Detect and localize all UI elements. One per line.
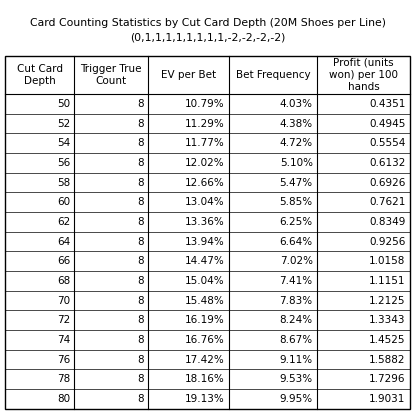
Text: 8: 8 (138, 276, 144, 286)
Text: 56: 56 (57, 158, 71, 168)
Text: 19.13%: 19.13% (185, 394, 225, 404)
Text: 9.11%: 9.11% (280, 354, 312, 365)
Text: 1.3343: 1.3343 (369, 315, 405, 325)
Text: 11.77%: 11.77% (185, 138, 225, 148)
Text: 8: 8 (138, 374, 144, 384)
Text: 52: 52 (57, 119, 71, 129)
Text: 8: 8 (138, 315, 144, 325)
Text: 4.72%: 4.72% (280, 138, 312, 148)
Text: Trigger True
Count: Trigger True Count (80, 64, 142, 86)
Text: 5.10%: 5.10% (280, 158, 312, 168)
Text: 15.04%: 15.04% (185, 276, 225, 286)
Text: 66: 66 (57, 256, 71, 266)
Text: 8: 8 (138, 119, 144, 129)
Text: 14.47%: 14.47% (185, 256, 225, 266)
Text: 0.8349: 0.8349 (369, 217, 405, 227)
Text: 1.5882: 1.5882 (369, 354, 405, 365)
Text: 17.42%: 17.42% (185, 354, 225, 365)
Text: 6.25%: 6.25% (280, 217, 312, 227)
Text: 0.6132: 0.6132 (369, 158, 405, 168)
Text: 4.38%: 4.38% (280, 119, 312, 129)
Text: 11.29%: 11.29% (185, 119, 225, 129)
Text: 8.67%: 8.67% (280, 335, 312, 345)
Text: 80: 80 (58, 394, 71, 404)
Text: 58: 58 (57, 178, 71, 188)
Text: 12.02%: 12.02% (185, 158, 225, 168)
Text: 0.6926: 0.6926 (369, 178, 405, 188)
Text: 68: 68 (57, 276, 71, 286)
Text: 72: 72 (57, 315, 71, 325)
Text: 0.4945: 0.4945 (369, 119, 405, 129)
Text: 8: 8 (138, 335, 144, 345)
Text: 1.0158: 1.0158 (369, 256, 405, 266)
Text: 8: 8 (138, 237, 144, 247)
Text: 8: 8 (138, 295, 144, 305)
Text: 8: 8 (138, 256, 144, 266)
Text: 16.76%: 16.76% (185, 335, 225, 345)
Text: 8.24%: 8.24% (280, 315, 312, 325)
Text: 60: 60 (58, 197, 71, 207)
Text: 8: 8 (138, 354, 144, 365)
Text: 12.66%: 12.66% (185, 178, 225, 188)
Text: 7.02%: 7.02% (280, 256, 312, 266)
Text: 13.36%: 13.36% (185, 217, 225, 227)
Text: Bet Frequency: Bet Frequency (236, 70, 310, 80)
Text: 0.5554: 0.5554 (369, 138, 405, 148)
Text: 5.85%: 5.85% (280, 197, 312, 207)
Text: 16.19%: 16.19% (185, 315, 225, 325)
Text: 13.94%: 13.94% (185, 237, 225, 247)
Text: EV per Bet: EV per Bet (161, 70, 216, 80)
Text: 15.48%: 15.48% (185, 295, 225, 305)
Text: 54: 54 (57, 138, 71, 148)
Text: (0,1,1,1,1,1,1,1,1,-2,-2,-2,-2): (0,1,1,1,1,1,1,1,1,-2,-2,-2,-2) (130, 32, 285, 42)
Text: 1.1151: 1.1151 (369, 276, 405, 286)
Text: 4.03%: 4.03% (280, 99, 312, 109)
Text: 78: 78 (57, 374, 71, 384)
Text: 9.53%: 9.53% (280, 374, 312, 384)
Text: 76: 76 (57, 354, 71, 365)
Text: 1.7296: 1.7296 (369, 374, 405, 384)
Text: 0.9256: 0.9256 (369, 237, 405, 247)
Text: 7.83%: 7.83% (280, 295, 312, 305)
Text: 7.41%: 7.41% (280, 276, 312, 286)
Text: 8: 8 (138, 394, 144, 404)
Text: 8: 8 (138, 178, 144, 188)
Text: 0.7621: 0.7621 (369, 197, 405, 207)
Text: 10.79%: 10.79% (185, 99, 225, 109)
Text: 9.95%: 9.95% (280, 394, 312, 404)
Text: 0.4351: 0.4351 (369, 99, 405, 109)
Text: 8: 8 (138, 217, 144, 227)
Text: 50: 50 (58, 99, 71, 109)
Text: 8: 8 (138, 197, 144, 207)
Text: 1.4525: 1.4525 (369, 335, 405, 345)
Text: 64: 64 (57, 237, 71, 247)
Text: 13.04%: 13.04% (185, 197, 225, 207)
Text: 62: 62 (57, 217, 71, 227)
Text: 6.64%: 6.64% (280, 237, 312, 247)
Text: Profit (units
won) per 100
hands: Profit (units won) per 100 hands (329, 58, 398, 93)
Text: 1.9031: 1.9031 (369, 394, 405, 404)
Text: 18.16%: 18.16% (185, 374, 225, 384)
Text: 8: 8 (138, 99, 144, 109)
Text: 8: 8 (138, 158, 144, 168)
Text: 5.47%: 5.47% (280, 178, 312, 188)
Text: 70: 70 (58, 295, 71, 305)
Text: Cut Card
Depth: Cut Card Depth (17, 64, 63, 86)
Text: 1.2125: 1.2125 (369, 295, 405, 305)
Text: Card Counting Statistics by Cut Card Depth (20M Shoes per Line): Card Counting Statistics by Cut Card Dep… (29, 18, 386, 28)
Text: 8: 8 (138, 138, 144, 148)
Text: 74: 74 (57, 335, 71, 345)
